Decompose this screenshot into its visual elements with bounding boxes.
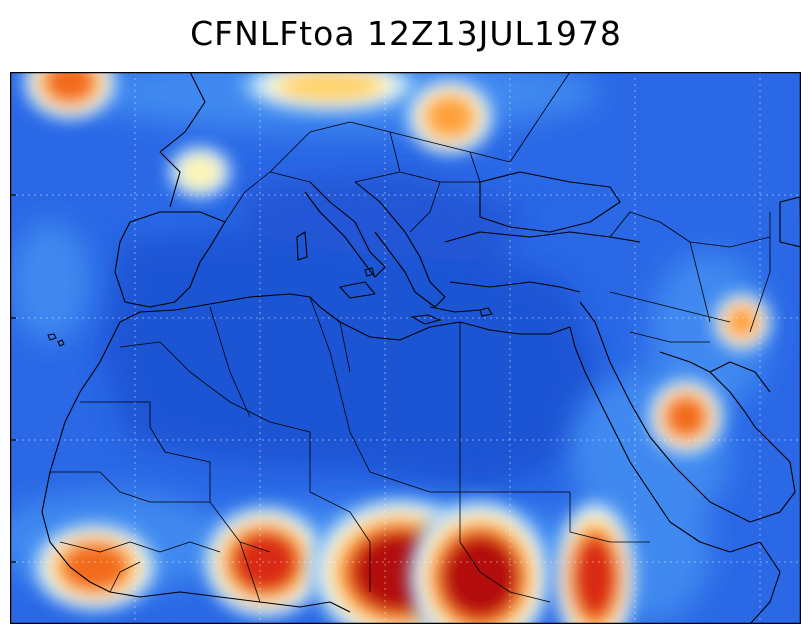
yemen-cell: [647, 378, 725, 456]
central-europe-cell: [240, 72, 420, 113]
persian-gulf-cell: [712, 292, 772, 352]
graticule: [10, 72, 801, 624]
balkan-cell: [405, 78, 495, 156]
islands: [47, 267, 493, 347]
northwest-corner-cell: [22, 72, 118, 121]
map-title: CFNLFtoa 12Z13JUL1978: [190, 14, 622, 53]
low-value-region: [100, 172, 600, 492]
iberia-cell: [167, 145, 233, 199]
map-canvas: [10, 72, 801, 624]
west-sahel-cell: [202, 505, 328, 619]
axis-ticks: [10, 194, 16, 563]
coastlines: [41, 72, 801, 624]
ethiopia-cell: [553, 499, 637, 624]
country-borders: [50, 72, 771, 603]
guinea-cell: [32, 522, 158, 612]
